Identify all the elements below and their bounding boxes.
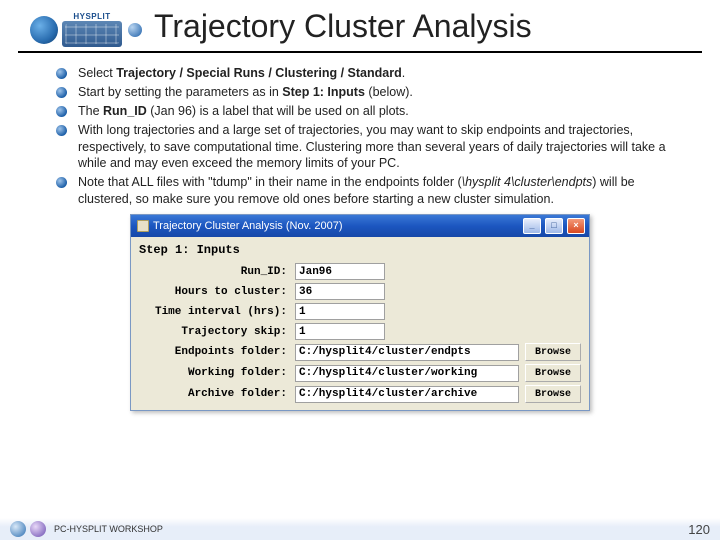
dialog-wrapper: Trajectory Cluster Analysis (Nov. 2007) …	[130, 214, 590, 411]
form-row: Archive folder: Browse	[139, 385, 581, 403]
browse-button[interactable]: Browse	[525, 385, 581, 403]
hysplit-label: HYSPLIT	[73, 12, 110, 21]
form-row: Working folder: Browse	[139, 364, 581, 382]
page-number: 120	[688, 522, 710, 537]
field-label: Endpoints folder:	[139, 346, 289, 358]
step-label: Step 1: Inputs	[139, 243, 581, 257]
field-label: Hours to cluster:	[139, 286, 289, 298]
field-input[interactable]	[295, 365, 519, 382]
field-input[interactable]	[295, 283, 385, 300]
bullet-list: Select Trajectory / Special Runs / Clust…	[0, 61, 720, 208]
footer-icons	[10, 521, 46, 537]
window-icon	[137, 220, 149, 232]
form: Run_ID: Hours to cluster: Time interval (h…	[139, 263, 581, 403]
logo-area: HYSPLIT	[30, 12, 142, 47]
field-input[interactable]	[295, 263, 385, 280]
window-title: Trajectory Cluster Analysis (Nov. 2007)	[153, 220, 343, 232]
list-item: With long trajectories and a large set o…	[78, 122, 690, 173]
minimize-button[interactable]: _	[523, 218, 541, 234]
form-row: Run_ID:	[139, 263, 581, 280]
list-item: Start by setting the parameters as in St…	[78, 84, 690, 101]
hysplit-badge: HYSPLIT	[62, 12, 122, 47]
maximize-button[interactable]: □	[545, 218, 563, 234]
list-item: Note that ALL files with "tdump" in thei…	[78, 174, 690, 208]
close-button[interactable]: ×	[567, 218, 585, 234]
page-title: Trajectory Cluster Analysis	[142, 8, 690, 51]
list-item: The Run_ID (Jan 96) is a label that will…	[78, 103, 690, 120]
footer-text: PC-HYSPLIT WORKSHOP	[54, 524, 163, 534]
cluster-dialog: Trajectory Cluster Analysis (Nov. 2007) …	[130, 214, 590, 411]
field-input[interactable]	[295, 386, 519, 403]
noaa-logo-icon	[30, 16, 58, 44]
form-row: Endpoints folder: Browse	[139, 343, 581, 361]
field-label: Trajectory skip:	[139, 326, 289, 338]
field-input[interactable]	[295, 344, 519, 361]
field-label: Time interval (hrs):	[139, 306, 289, 318]
titlebar[interactable]: Trajectory Cluster Analysis (Nov. 2007) …	[131, 215, 589, 237]
hysplit-map-icon	[62, 21, 122, 47]
field-label: Archive folder:	[139, 388, 289, 400]
field-input[interactable]	[295, 323, 385, 340]
field-label: Run_ID:	[139, 266, 289, 278]
list-item: Select Trajectory / Special Runs / Clust…	[78, 65, 690, 82]
slide-footer: PC-HYSPLIT WORKSHOP 120	[0, 518, 720, 540]
form-row: Trajectory skip:	[139, 323, 581, 340]
footer-logo-icon	[10, 521, 26, 537]
field-label: Working folder:	[139, 367, 289, 379]
form-row: Time interval (hrs):	[139, 303, 581, 320]
field-input[interactable]	[295, 303, 385, 320]
form-row: Hours to cluster:	[139, 283, 581, 300]
globe-icon	[128, 23, 142, 37]
dialog-body: Step 1: Inputs Run_ID: Hours to cluster: T…	[131, 237, 589, 410]
browse-button[interactable]: Browse	[525, 364, 581, 382]
browse-button[interactable]: Browse	[525, 343, 581, 361]
footer-logo-icon	[30, 521, 46, 537]
slide-header: HYSPLIT Trajectory Cluster Analysis	[18, 0, 702, 53]
